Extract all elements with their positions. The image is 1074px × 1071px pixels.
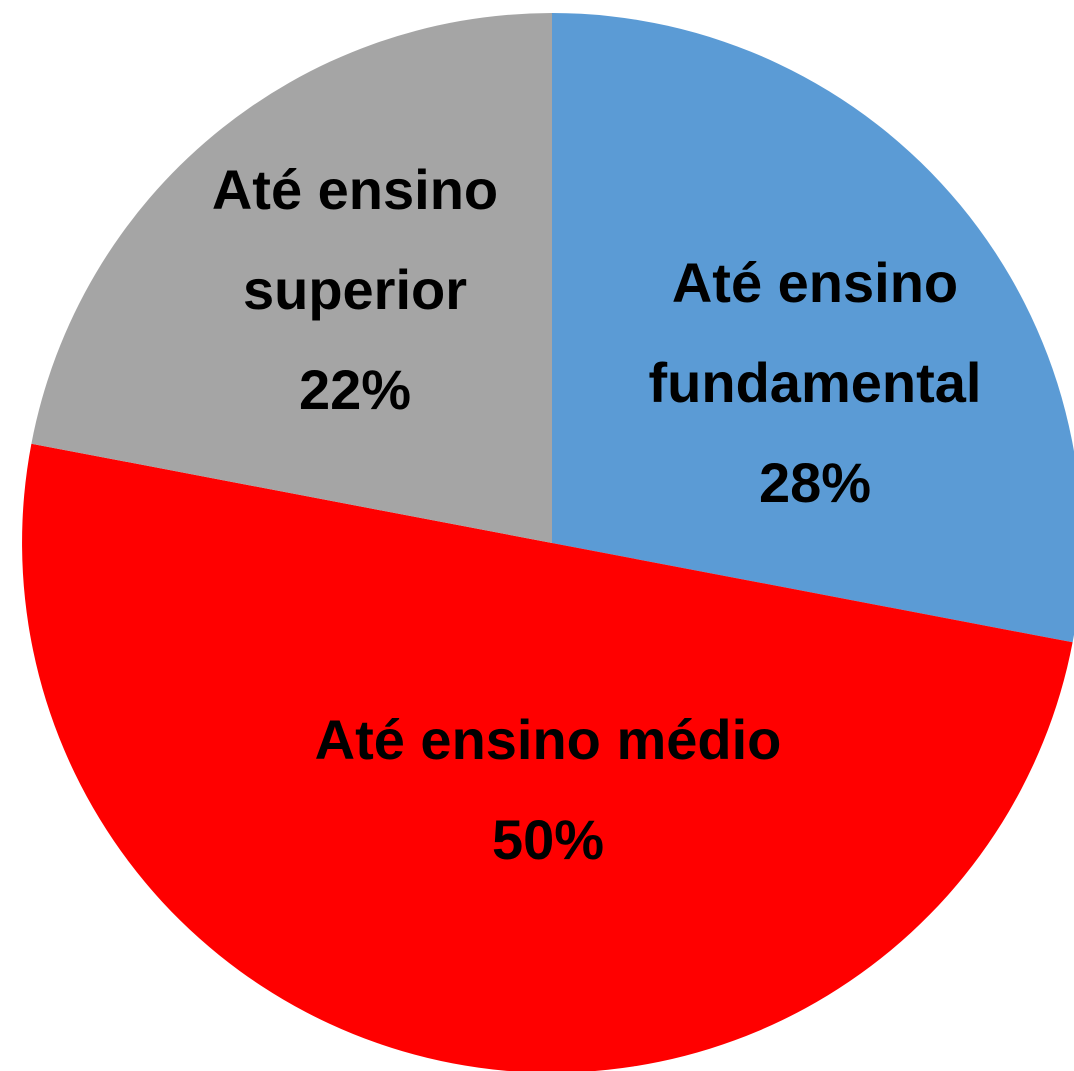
slice-label: Até ensino médio 50% <box>188 540 908 1040</box>
category-label: Até ensino médio <box>314 708 782 771</box>
value-label: 28% <box>758 451 872 514</box>
slice-label: Até ensino fundamental 28% <box>595 133 1035 633</box>
category-label: Até ensino superior <box>211 158 499 321</box>
label-box: Até ensino fundamental 28% <box>595 133 1035 633</box>
slice-label: Até ensino superior 22% <box>205 40 505 540</box>
label-box: Até ensino superior 22% <box>205 40 505 540</box>
pie-slice <box>552 13 1074 643</box>
pie-slice <box>31 13 552 543</box>
category-label: Até ensino fundamental <box>648 251 982 414</box>
value-label: 50% <box>491 808 605 871</box>
value-label: 22% <box>298 358 412 421</box>
pie-slice <box>22 443 1073 1071</box>
label-box: Até ensino médio 50% <box>188 540 908 1040</box>
